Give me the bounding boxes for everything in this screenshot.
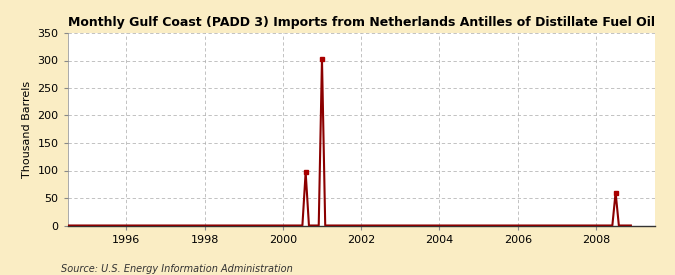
- Title: Monthly Gulf Coast (PADD 3) Imports from Netherlands Antilles of Distillate Fuel: Monthly Gulf Coast (PADD 3) Imports from…: [68, 16, 655, 29]
- Text: Source: U.S. Energy Information Administration: Source: U.S. Energy Information Administ…: [61, 264, 292, 274]
- Y-axis label: Thousand Barrels: Thousand Barrels: [22, 81, 32, 178]
